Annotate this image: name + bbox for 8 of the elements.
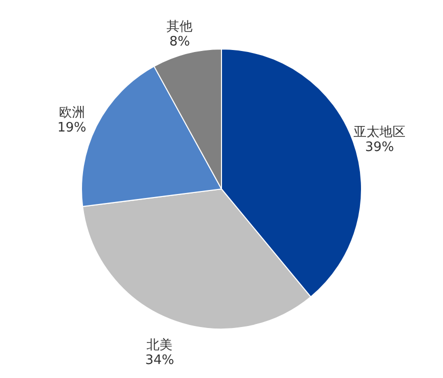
slice-label: 欧洲: [58, 106, 85, 121]
slice-label: 北美: [146, 337, 173, 354]
slice-label: 亚太地区: [354, 125, 406, 140]
slice-label: 其他: [166, 19, 193, 34]
data-label: 8%: [169, 34, 190, 50]
data-label: 39%: [365, 140, 394, 156]
data-label: 34%: [145, 353, 174, 368]
data-label: 19%: [57, 120, 86, 136]
